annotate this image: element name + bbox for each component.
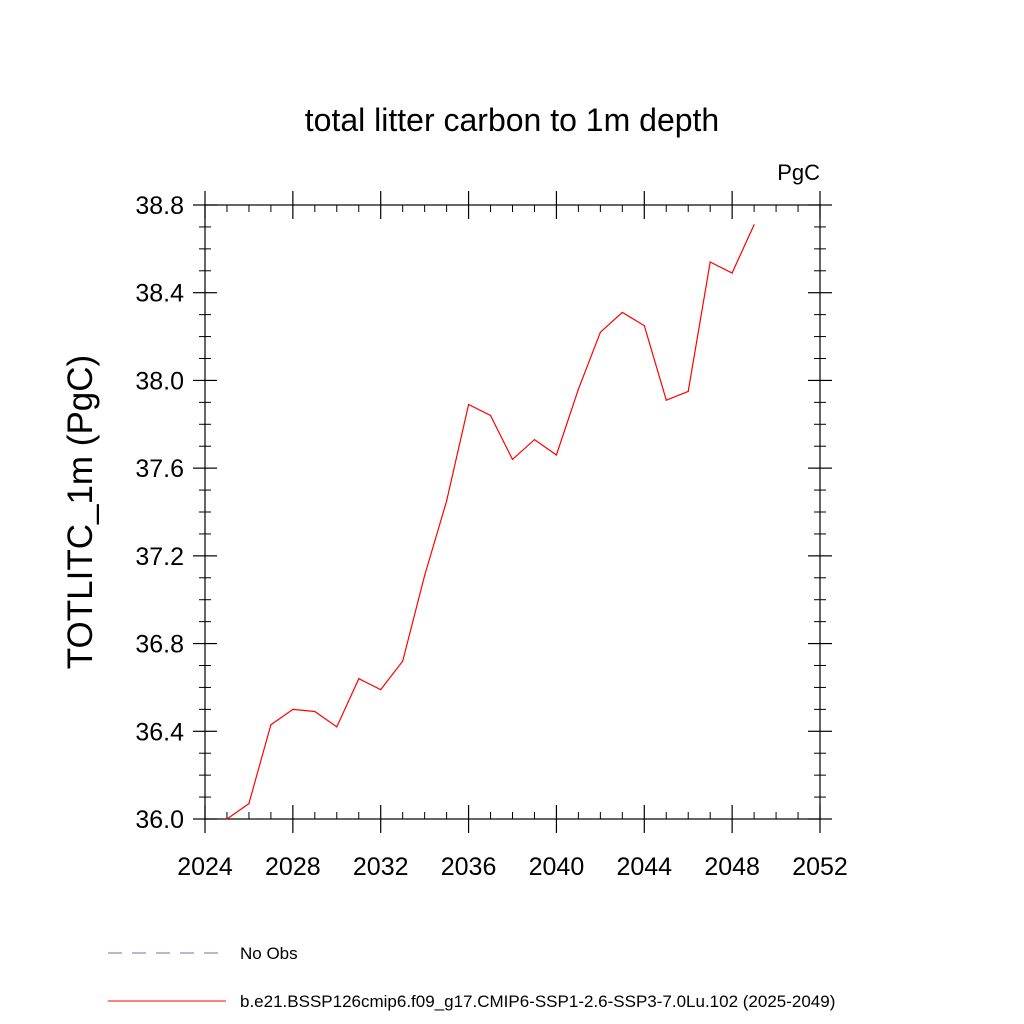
data-point xyxy=(446,500,448,502)
data-point xyxy=(248,803,250,805)
legend: No Obs b.e21.BSSP126cmip6.f09_g17.CMIP6-S… xyxy=(108,944,835,1011)
data-point xyxy=(753,224,755,226)
data-point xyxy=(270,724,272,726)
data-point xyxy=(380,689,382,691)
x-tick-label: 2044 xyxy=(616,853,672,881)
series-line xyxy=(226,224,755,820)
data-point xyxy=(489,414,492,417)
data-point xyxy=(358,678,360,680)
data-point xyxy=(599,331,601,333)
x-tick-label: 2024 xyxy=(177,853,233,881)
x-tick-label: 2040 xyxy=(529,853,585,881)
data-point xyxy=(402,660,404,662)
y-tick-label: 38.8 xyxy=(135,192,184,220)
x-tick-label: 2048 xyxy=(704,853,760,881)
chart-title: total litter carbon to 1m depth xyxy=(305,102,719,138)
data-point xyxy=(665,399,667,401)
y-tick-label: 38.4 xyxy=(135,280,184,308)
data-point xyxy=(226,818,228,820)
y-tick-label: 37.2 xyxy=(135,543,184,571)
y-tick-label: 38.0 xyxy=(135,367,184,395)
y-tick-label: 37.6 xyxy=(135,455,184,483)
legend-label: b.e21.BSSP126cmip6.f09_g17.CMIP6-SSP1-2.… xyxy=(240,992,835,1011)
data-point xyxy=(555,454,558,456)
data-point xyxy=(292,708,294,710)
x-tick-label: 2052 xyxy=(792,853,848,881)
data-point xyxy=(621,311,623,314)
data-point xyxy=(467,403,470,406)
data-point xyxy=(511,458,514,460)
legend-label: No Obs xyxy=(240,944,298,963)
x-tick-label: 2036 xyxy=(441,853,497,881)
y-axis-label: TOTLITC_1m (PgC) xyxy=(61,355,100,669)
data-point xyxy=(314,710,316,713)
data-point xyxy=(533,439,536,441)
x-tick-label: 2028 xyxy=(265,853,321,881)
data-point xyxy=(577,388,579,390)
data-point xyxy=(643,325,645,327)
axes: 2024 2028 2032 2036 2040 2044 2048 2052 36.0 36.4… xyxy=(135,191,848,881)
plot-frame xyxy=(204,204,821,820)
x-tick-label: 2032 xyxy=(353,853,409,881)
data-point xyxy=(336,726,338,728)
y-tick-label: 36.4 xyxy=(135,718,184,746)
data-point xyxy=(687,390,689,392)
y-tick-label: 36.8 xyxy=(135,631,184,659)
data-point xyxy=(731,272,733,274)
data-point xyxy=(709,261,711,263)
y-tick-label: 36.0 xyxy=(135,806,184,834)
units-label: PgC xyxy=(777,160,820,185)
data-point xyxy=(424,574,426,577)
series-lines xyxy=(226,224,755,820)
